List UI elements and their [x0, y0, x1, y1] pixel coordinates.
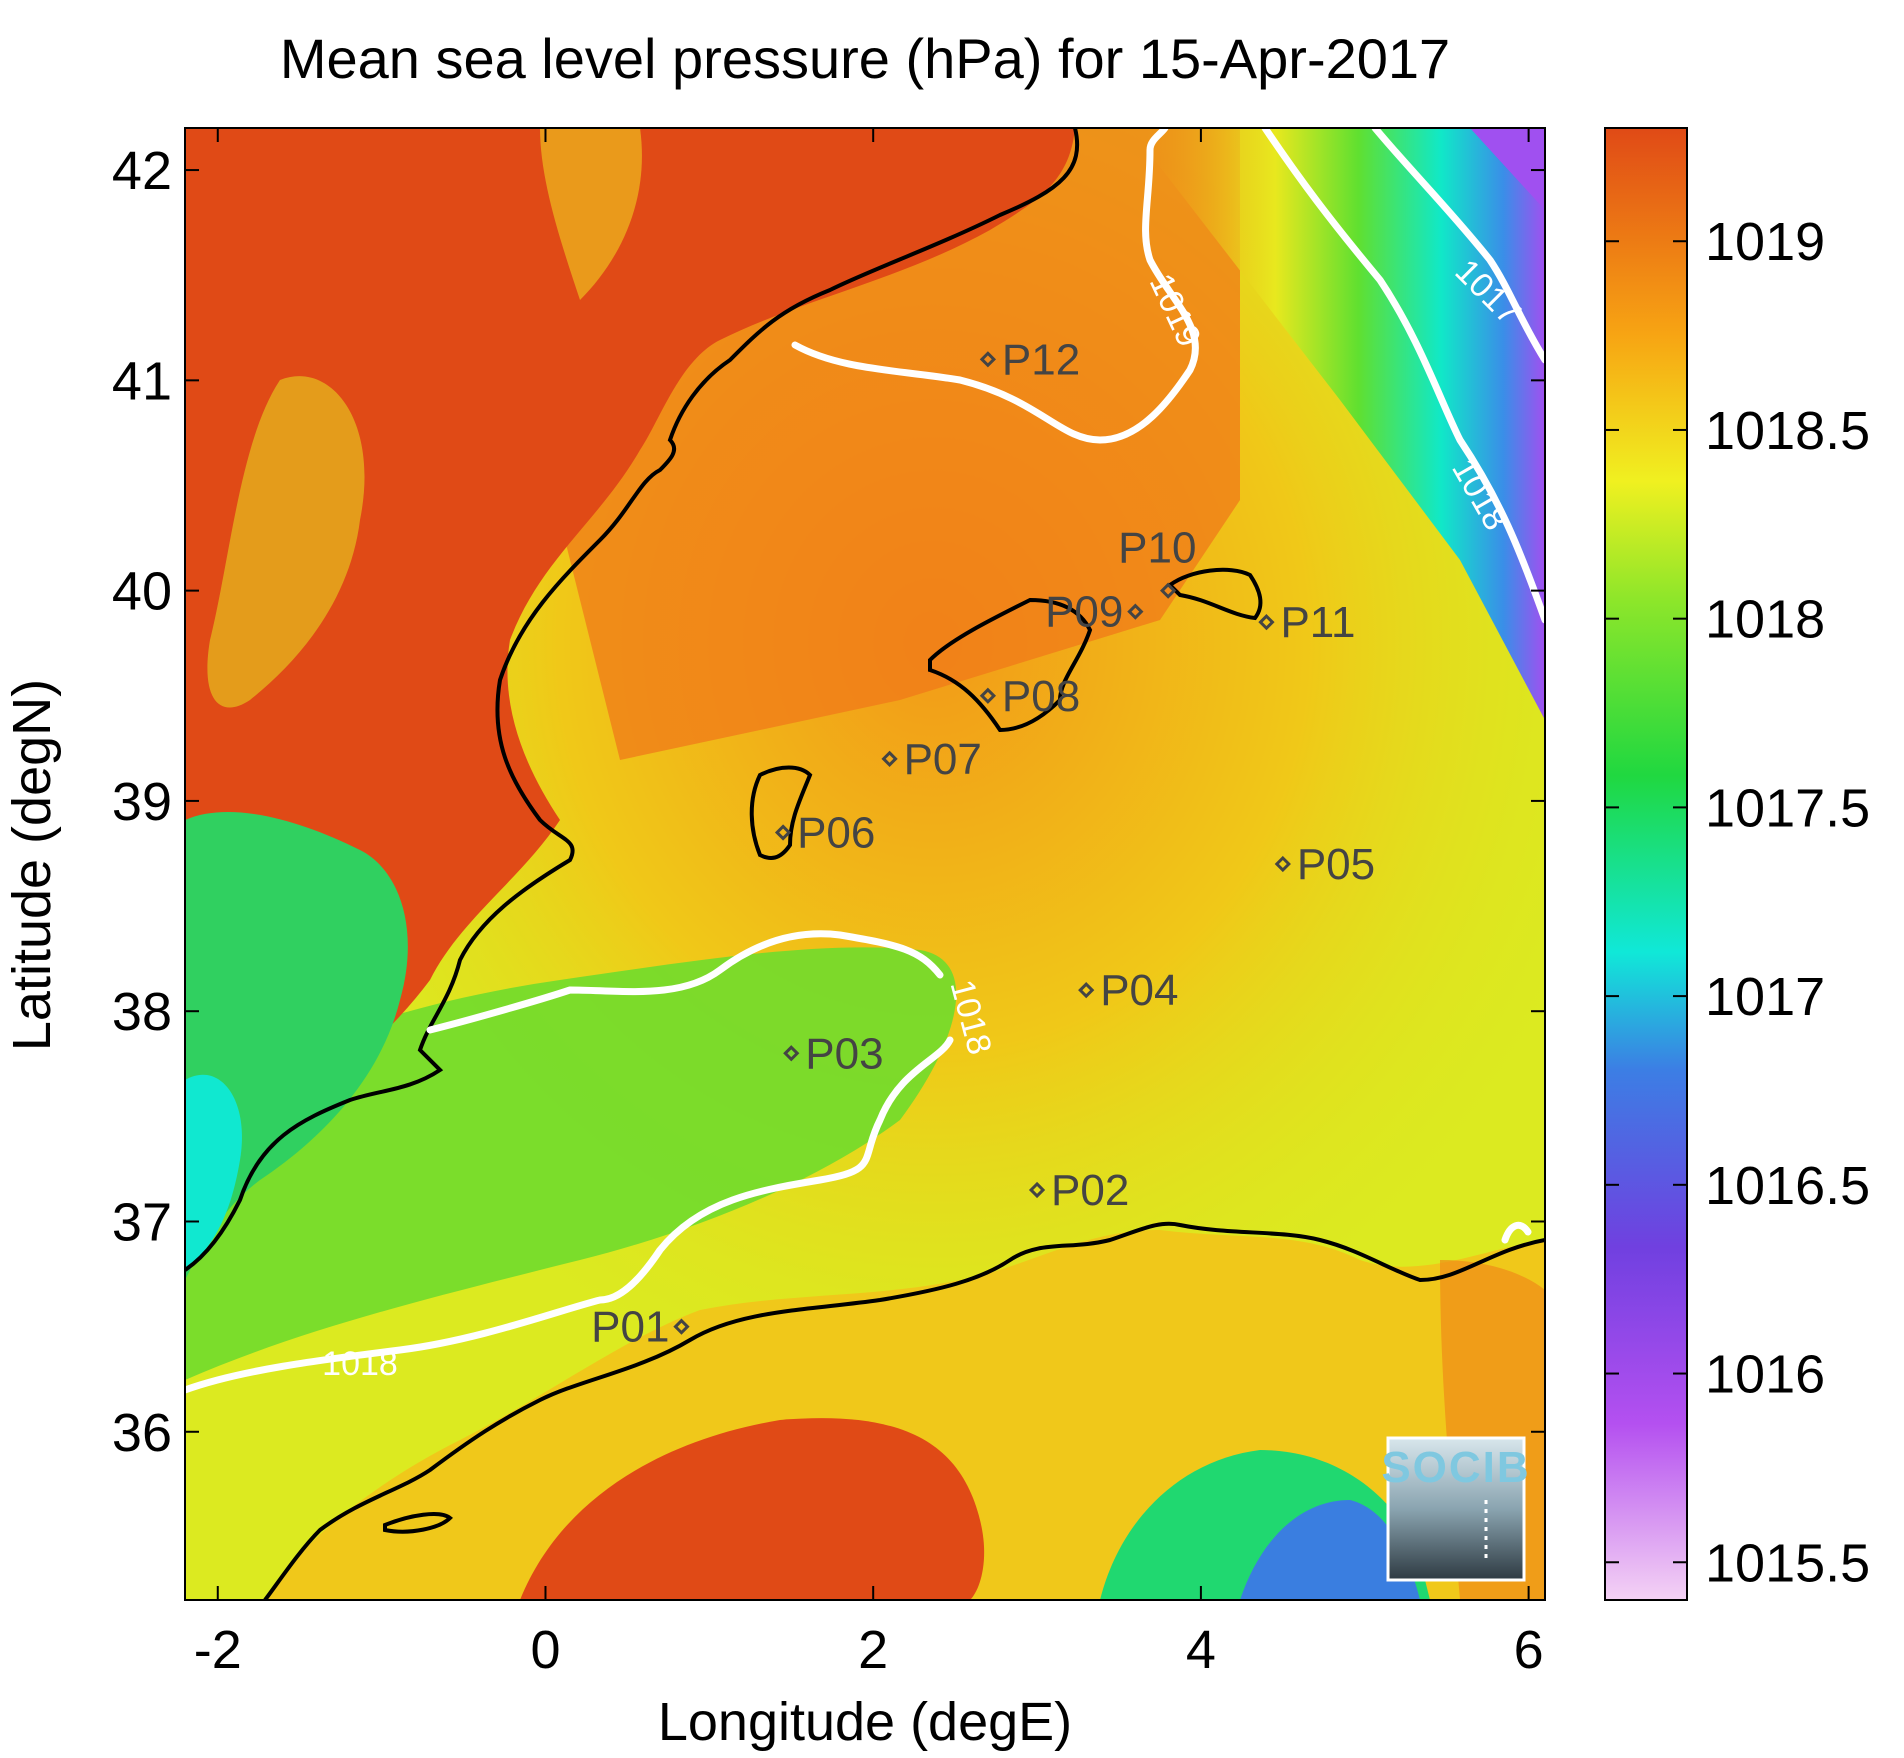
station-label: P06	[797, 808, 875, 857]
station-label: P10	[1118, 524, 1196, 573]
station-markers: P01 P02 P03 P04 P05 P06 P07 P08 P09 P10 P11 P12	[591, 335, 1375, 1351]
station-marker	[1274, 855, 1291, 873]
y-tick-label: 42	[112, 141, 172, 201]
contour-1019	[791, 128, 1199, 444]
x-tick-label: 6	[1514, 1620, 1544, 1680]
iberia-north-patch	[540, 128, 642, 300]
station-label: P02	[1051, 1166, 1129, 1215]
contour-1018-south	[185, 1036, 954, 1394]
station-marker	[774, 824, 792, 841]
ne-purple-corner	[1470, 128, 1545, 210]
station-marker	[1258, 614, 1275, 631]
colorbar-tick-label: 1019	[1705, 212, 1825, 272]
africa-red-high	[520, 1418, 985, 1600]
y-axis-label: Latitude (degN)	[2, 679, 62, 1051]
station-marker	[1028, 1181, 1046, 1199]
x-axis-label: Longitude (degE)	[658, 1692, 1072, 1752]
colorbar-tick-label: 1018.5	[1705, 401, 1870, 461]
x-tick-label: 4	[1186, 1620, 1216, 1680]
contour-1018-east	[1261, 128, 1545, 624]
station-marker	[1127, 603, 1144, 620]
colorbar-tick-label: 1017	[1705, 967, 1825, 1027]
station-label: P12	[1002, 335, 1080, 384]
x-tick-label: 0	[530, 1620, 560, 1680]
station-marker	[673, 1318, 690, 1335]
station-marker	[979, 351, 997, 368]
iberia-yellow-patch	[207, 376, 365, 708]
colorbar-tick-label: 1016.5	[1705, 1156, 1870, 1216]
station-label: P11	[1280, 598, 1355, 647]
socib-logo: SOCIB	[1381, 1436, 1530, 1582]
station-marker	[881, 750, 898, 767]
y-tick-label: 38	[112, 982, 172, 1042]
iberia-coastline	[185, 128, 1080, 1272]
station-marker	[1078, 982, 1095, 999]
colorbar	[1604, 127, 1688, 1601]
contour-1017	[1371, 128, 1545, 364]
colorbar-tick-label: 1016	[1705, 1345, 1825, 1405]
contour-label: 1018	[322, 1345, 398, 1383]
x-tick-label: 2	[858, 1620, 888, 1680]
pressure-contours	[185, 128, 1545, 1394]
coastlines	[185, 128, 1545, 1600]
y-tick-label: 39	[112, 772, 172, 832]
contour-small-loop	[1501, 1221, 1532, 1244]
contour-1018-mid	[426, 930, 944, 1034]
station-marker	[783, 1045, 800, 1062]
mallorca-coastline	[928, 597, 1093, 733]
alboran-coastline	[383, 1512, 453, 1534]
station-label: P01	[591, 1303, 669, 1352]
iberia-land	[185, 128, 1075, 1260]
plot-frame	[184, 127, 1546, 1601]
iberia-se-green	[185, 811, 408, 1280]
station-marker	[1160, 582, 1177, 599]
station-label: P08	[1002, 672, 1080, 721]
menorca-coastline	[1166, 567, 1263, 621]
station-label: P07	[904, 735, 982, 784]
y-tick-label: 37	[112, 1192, 172, 1252]
colorbar-ticks: 1015.5 1016 1016.5 1017 1017.5 1018 1018.5 1019	[1605, 212, 1870, 1593]
africa-coastline	[263, 1221, 1545, 1600]
ne-gradient-region	[1130, 128, 1545, 720]
station-label: P05	[1297, 840, 1375, 889]
colorbar-tick-label: 1015.5	[1705, 1533, 1870, 1593]
africa-blue-low	[1240, 1500, 1420, 1600]
station-label: P09	[1045, 588, 1123, 637]
station-marker	[979, 687, 997, 704]
iberia-se-cyan	[185, 1074, 242, 1270]
chart-title: Mean sea level pressure (hPa) for 15-Apr…	[280, 27, 1450, 90]
ibiza-coastline	[749, 765, 813, 860]
station-label: P04	[1100, 966, 1178, 1015]
x-tick-label: -2	[194, 1620, 242, 1680]
logo-text: SOCIB	[1381, 1443, 1530, 1492]
x-axis: -2 0 2 4 6	[194, 128, 1544, 1680]
y-tick-label: 40	[112, 562, 172, 622]
map-plot-area: 1018 1018 1019 1018 1017 P01P02P03P04P05…	[185, 128, 1545, 1600]
y-tick-label: 36	[112, 1403, 172, 1463]
colorbar-tick-label: 1018	[1705, 590, 1825, 650]
y-axis: 36 37 38 39 40 41 42	[112, 141, 1545, 1463]
colorbar-tick-label: 1017.5	[1705, 778, 1870, 838]
y-tick-label: 41	[112, 351, 172, 411]
station-label: P03	[805, 1029, 883, 1078]
